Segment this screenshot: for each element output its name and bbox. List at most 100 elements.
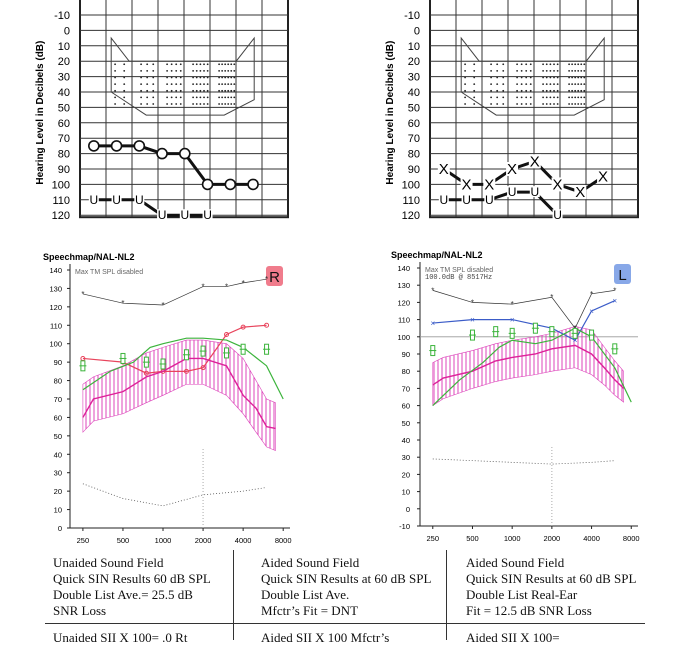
symbol-bg (552, 209, 563, 221)
banana-dot (556, 63, 559, 66)
banana-dot (166, 89, 169, 92)
y-tick-label: 50 (408, 102, 420, 114)
banana-dot (553, 63, 555, 66)
banana-dot (224, 103, 227, 105)
banana-dot (520, 89, 523, 92)
banana-dot (230, 103, 233, 105)
banana-dot (502, 70, 505, 72)
banana-dot (496, 96, 499, 99)
banana-dot (574, 89, 577, 92)
banana-dot (545, 103, 548, 105)
y-tick-label: 30 (402, 453, 410, 462)
banana-dot (192, 103, 195, 105)
threshold-o-symbol (179, 147, 191, 160)
speechmap-title: Speechmap/NAL-NL2 (43, 252, 135, 262)
banana-dot (553, 70, 555, 72)
banana-dot (516, 103, 518, 105)
banana-dot (583, 89, 586, 92)
threshold-dotted-line (82, 483, 267, 507)
symbol-bg (551, 177, 564, 192)
banana-dot (152, 89, 155, 92)
banana-dot (549, 70, 552, 72)
banana-dot (542, 89, 544, 92)
banana-dot (553, 76, 555, 79)
banana-dot (574, 70, 577, 72)
banana-dot (146, 63, 149, 66)
threshold-x-symbol: X (507, 161, 517, 178)
banana-dot (179, 63, 182, 66)
banana-dot (520, 76, 523, 79)
symbol-bg (574, 185, 587, 200)
speechmap-panels: Speechmap/NAL-NL2 Max TM SPL disabled 0 10 2… (43, 250, 640, 545)
banana-dot (502, 76, 505, 79)
banana-dot (192, 96, 195, 99)
banana-dot (464, 89, 466, 92)
aided-point (240, 324, 246, 330)
y-tick-label: 90 (402, 350, 410, 359)
banana-dot (473, 89, 476, 92)
x-tick-label: 2000 (544, 534, 561, 543)
banana-dot (146, 83, 149, 86)
banana-dot (545, 83, 548, 86)
x-tick-label: 500 (117, 536, 130, 545)
y-tick-label: 10 (402, 488, 410, 497)
table-col-line-1 (233, 550, 234, 640)
banana-dot (199, 89, 202, 92)
cell-line: Quick SIN Results at 60 dB SPL (261, 571, 432, 586)
cell-line: Fit = 12.5 dB SNR Loss (466, 603, 592, 618)
symbol-bg (134, 193, 145, 205)
symbol-bg (202, 209, 213, 221)
banana-dot (473, 63, 476, 66)
cell-line: Quick SIN Results 60 dB SPL (53, 571, 211, 586)
x-tick-label: 8000 (275, 536, 292, 545)
threshold-x-symbol: X (598, 169, 608, 186)
y-tick-label: 130 (49, 284, 62, 293)
banana-dot (175, 83, 178, 86)
aided-point (200, 365, 206, 371)
y-tick-label: 20 (402, 470, 410, 479)
banana-dot (179, 103, 182, 105)
symbol-bg (88, 193, 99, 205)
banana-dot (553, 96, 555, 99)
y-tick-label: 80 (54, 377, 62, 386)
ear-badge-label: L (618, 267, 626, 284)
banana-dot (230, 89, 233, 92)
threshold-u-symbol: U (553, 208, 562, 222)
banana-dot (545, 70, 548, 72)
threshold-o-symbol (110, 140, 123, 152)
banana-dot (227, 103, 230, 105)
x-tick-label: 4000 (235, 536, 252, 545)
banana-dot (195, 63, 198, 66)
banana-dot (123, 63, 126, 66)
banana-dot (192, 89, 195, 92)
aided-point: × (612, 297, 617, 306)
x-tick-label: 2000 (195, 536, 212, 545)
y-tick-label: 20 (408, 56, 420, 68)
banana-dot (179, 83, 182, 86)
banana-dot (464, 70, 466, 72)
aided-point (264, 322, 270, 328)
banana-dot (568, 70, 570, 72)
y-tick-label: 100 (49, 340, 62, 349)
banana-dot (464, 96, 466, 99)
banana-dot (496, 89, 499, 92)
banana-dot (571, 103, 574, 105)
banana-dot (224, 83, 227, 86)
threshold-u-symbol: U (89, 193, 98, 207)
threshold-u-symbol: U (135, 193, 144, 207)
banana-dot (203, 63, 205, 66)
banana-dot (175, 89, 178, 92)
aided-point (143, 370, 149, 376)
banana-dot (233, 83, 236, 86)
banana-dot (170, 76, 173, 79)
symbol-bg (461, 193, 472, 205)
banana-dot (140, 63, 143, 66)
y-tick-label: 80 (402, 367, 410, 376)
y-tick-label: 40 (54, 450, 62, 459)
ucl-line (82, 278, 267, 306)
banana-dot (230, 63, 233, 66)
banana-dot (175, 76, 178, 79)
banana-dot (199, 70, 202, 72)
y-tick-label: 60 (408, 118, 420, 130)
